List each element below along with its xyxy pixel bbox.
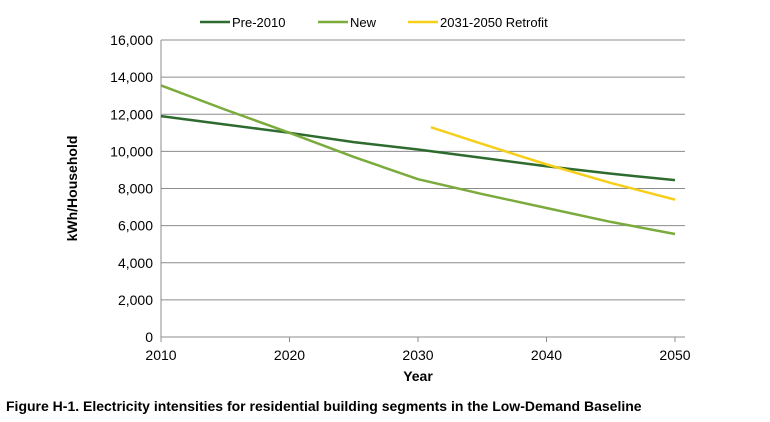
y-tick-label: 0 bbox=[145, 329, 153, 345]
x-tick-label: 2010 bbox=[145, 347, 176, 363]
legend-label: Pre-2010 bbox=[232, 15, 285, 30]
line-chart: 0 2,000 4,000 6,000 8,000 10,000 12,000 14,000 1… bbox=[64, 15, 691, 384]
x-tick-label: 2040 bbox=[531, 347, 562, 363]
y-tick-label: 16,000 bbox=[110, 32, 153, 48]
x-tick-label: 2050 bbox=[659, 347, 690, 363]
y-axis-label: kWh/Household bbox=[64, 136, 80, 242]
legend-label: New bbox=[350, 15, 377, 30]
figure-caption: Figure H-1. Electricity intensities for … bbox=[6, 398, 642, 414]
x-axis-label: Year bbox=[403, 368, 433, 384]
y-tick-label: 12,000 bbox=[110, 106, 153, 122]
y-tick-label: 6,000 bbox=[118, 218, 153, 234]
legend-label: 2031-2050 Retrofit bbox=[440, 15, 548, 30]
y-tick-label: 14,000 bbox=[110, 69, 153, 85]
y-tick-label: 10,000 bbox=[110, 143, 153, 159]
y-tick-label: 8,000 bbox=[118, 181, 153, 197]
y-tick-label: 2,000 bbox=[118, 292, 153, 308]
x-tick-label: 2020 bbox=[274, 347, 305, 363]
series-line-2 bbox=[430, 126, 676, 201]
series-line-0 bbox=[160, 114, 676, 182]
y-tick-label: 4,000 bbox=[118, 255, 153, 271]
x-tick-label: 2030 bbox=[402, 347, 433, 363]
series-line-1 bbox=[160, 84, 676, 236]
